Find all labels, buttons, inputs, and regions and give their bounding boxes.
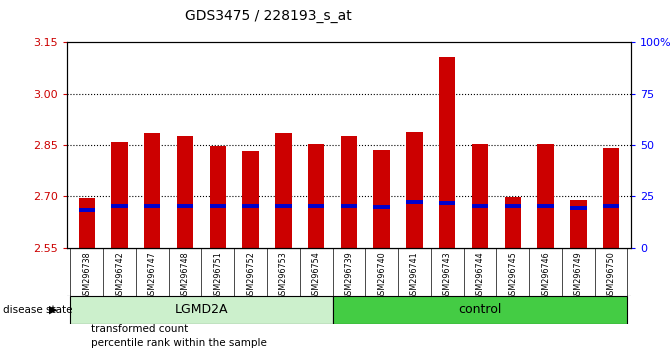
Bar	[209, 146, 226, 248]
Text: GSM296743: GSM296743	[443, 251, 452, 300]
Bar	[177, 136, 193, 248]
Text: GSM296739: GSM296739	[344, 251, 354, 300]
Bar	[537, 204, 554, 208]
Bar	[275, 133, 292, 248]
Bar	[374, 150, 390, 248]
Text: disease state: disease state	[3, 305, 73, 315]
Bar	[439, 57, 456, 248]
Bar	[70, 296, 333, 324]
Bar	[242, 151, 259, 248]
Text: GSM296742: GSM296742	[115, 251, 124, 300]
Bar	[308, 204, 324, 208]
Bar	[209, 204, 226, 208]
Text: GSM296750: GSM296750	[607, 251, 615, 300]
Bar	[144, 204, 160, 208]
Text: GSM296749: GSM296749	[574, 251, 583, 300]
Text: GSM296740: GSM296740	[377, 251, 386, 300]
Text: percentile rank within the sample: percentile rank within the sample	[91, 338, 266, 348]
Bar	[111, 204, 127, 208]
Text: GSM296738: GSM296738	[83, 251, 91, 300]
Text: ▶: ▶	[48, 305, 57, 315]
Text: GSM296747: GSM296747	[148, 251, 157, 300]
Text: GDS3475 / 228193_s_at: GDS3475 / 228193_s_at	[185, 9, 352, 23]
Bar	[308, 144, 324, 248]
Bar	[144, 133, 160, 248]
Bar	[472, 204, 488, 208]
Bar	[603, 148, 619, 248]
Bar	[374, 205, 390, 209]
Bar	[275, 204, 292, 208]
Bar	[79, 208, 95, 212]
Bar	[242, 204, 259, 208]
Text: GSM296753: GSM296753	[279, 251, 288, 300]
Text: GSM296744: GSM296744	[476, 251, 484, 300]
Text: GSM296741: GSM296741	[410, 251, 419, 300]
Text: control: control	[458, 303, 502, 316]
Text: transformed count: transformed count	[91, 324, 188, 334]
Text: GSM296754: GSM296754	[311, 251, 321, 300]
Bar	[79, 198, 95, 248]
Bar	[570, 200, 586, 248]
Bar	[570, 206, 586, 210]
Bar	[341, 136, 357, 248]
Bar	[341, 204, 357, 208]
Bar	[603, 204, 619, 208]
Bar	[111, 142, 127, 248]
Bar	[406, 200, 423, 204]
Bar	[505, 204, 521, 208]
Bar	[439, 201, 456, 205]
Text: GSM296751: GSM296751	[213, 251, 222, 300]
Bar	[333, 296, 627, 324]
Text: LGMD2A: LGMD2A	[174, 303, 228, 316]
Text: GSM296746: GSM296746	[541, 251, 550, 300]
Bar	[472, 144, 488, 248]
Text: GSM296745: GSM296745	[508, 251, 517, 300]
Text: GSM296752: GSM296752	[246, 251, 255, 300]
Bar	[406, 132, 423, 248]
Bar	[177, 204, 193, 208]
Text: GSM296748: GSM296748	[180, 251, 190, 300]
Bar	[537, 144, 554, 248]
Bar	[505, 198, 521, 248]
